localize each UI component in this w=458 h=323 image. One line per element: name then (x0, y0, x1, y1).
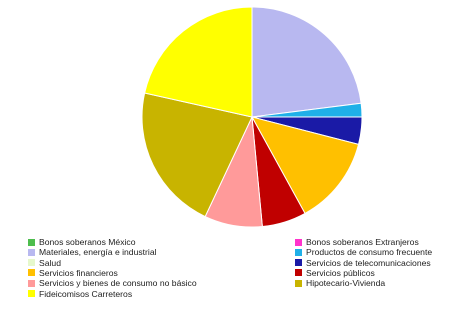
legend-swatch (295, 279, 302, 287)
legend-swatch (295, 248, 302, 256)
legend-swatch (28, 290, 35, 297)
legend-label: Bonos soberanos Extranjeros (306, 237, 419, 247)
legend-item-6: Servicios financieros (28, 268, 118, 278)
legend-swatch (28, 279, 35, 287)
legend-item-1: Bonos soberanos Extranjeros (295, 237, 419, 247)
legend-swatch (295, 259, 302, 267)
legend-label: Servicios financieros (39, 267, 118, 278)
legend-label: Servicios de telecomunicaciones (306, 257, 431, 268)
legend-label: Bonos soberanos México (39, 237, 136, 247)
legend-swatch (295, 269, 302, 277)
legend-label: Materiales, energía e industrial (39, 247, 157, 258)
pie-slice-2 (251, 6, 362, 118)
legend-item-10: Fideicomisos Carreteros (28, 289, 132, 299)
legend-item-0: Bonos soberanos México (28, 237, 136, 247)
legend-label: Fideicomisos Carreteros (39, 288, 133, 299)
legend-item-3: Productos de consumo frecuente (295, 247, 432, 257)
pie-slice-6 (251, 116, 360, 215)
legend-item-2: Materiales, energía e industrial (28, 247, 157, 257)
pie-slice-10 (144, 6, 253, 118)
legend-label: Hipotecario-Vivienda (306, 278, 386, 289)
legend-label: Productos de consumo frecuente (306, 247, 433, 258)
legend-item-7: Servicios públicos (295, 268, 375, 278)
legend-label: Servicios públicos (306, 267, 375, 278)
legend-label: Servicios y bienes de consumo no básico (39, 278, 197, 289)
legend-swatch (28, 259, 35, 267)
legend-item-4: Salud (28, 258, 61, 268)
legend-item-5: Servicios de telecomunicaciones (295, 258, 431, 268)
legend-label: Salud (39, 257, 61, 268)
legend-swatch (295, 238, 302, 246)
legend-swatch (28, 248, 35, 256)
legend-swatch (28, 238, 35, 246)
legend-item-8: Servicios y bienes de consumo no básico (28, 278, 197, 288)
legend-swatch (28, 269, 35, 277)
pie-slice-9 (141, 92, 253, 218)
legend-item-9: Hipotecario-Vivienda (295, 278, 385, 288)
